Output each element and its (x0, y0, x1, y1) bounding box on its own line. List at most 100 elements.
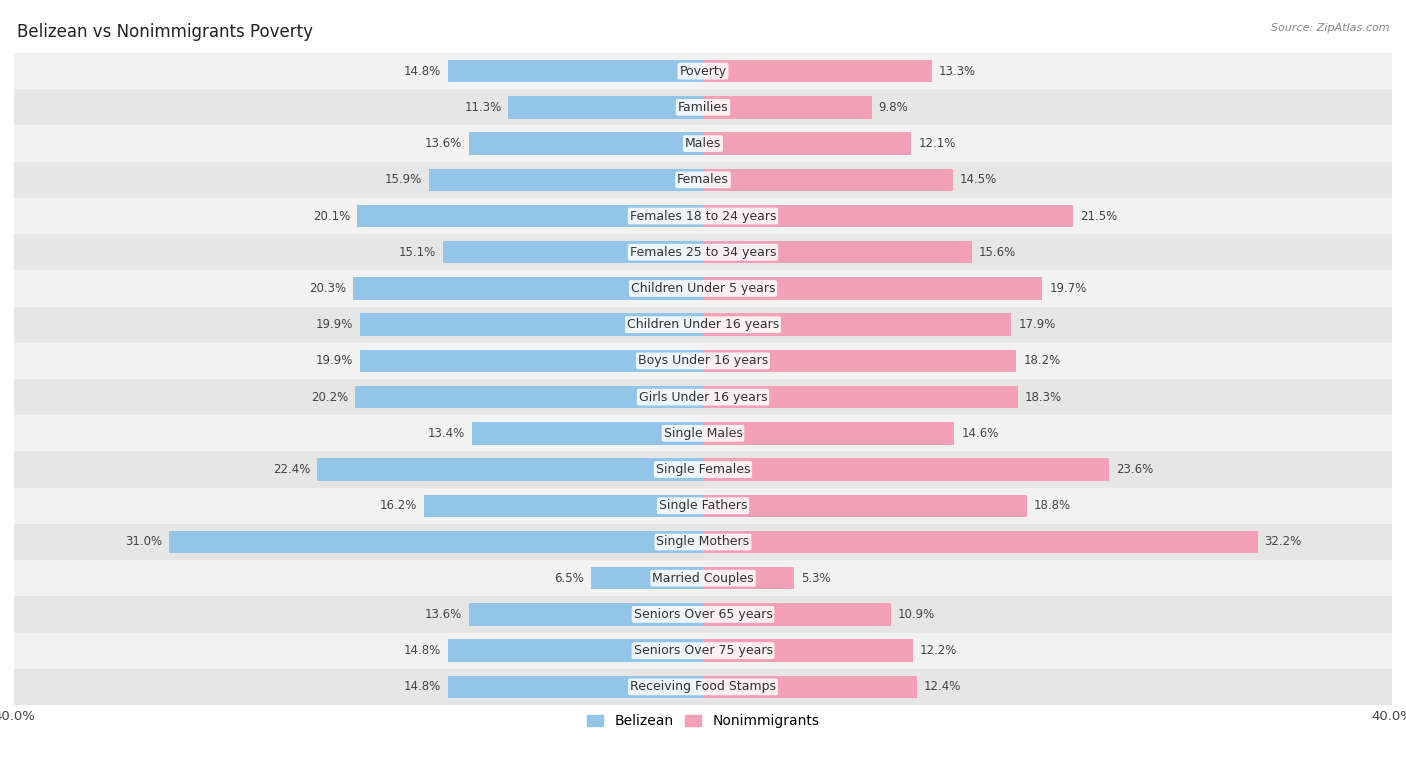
Text: Single Mothers: Single Mothers (657, 535, 749, 549)
Bar (472, 422, 703, 444)
Bar (14, 234, 1392, 271)
Text: 13.6%: 13.6% (425, 137, 461, 150)
Text: 20.3%: 20.3% (309, 282, 346, 295)
Bar (703, 422, 955, 444)
Text: 18.3%: 18.3% (1025, 390, 1062, 403)
Text: Belizean vs Nonimmigrants Poverty: Belizean vs Nonimmigrants Poverty (17, 23, 314, 41)
Bar (169, 531, 703, 553)
Text: 31.0%: 31.0% (125, 535, 162, 549)
Text: Males: Males (685, 137, 721, 150)
Text: 10.9%: 10.9% (897, 608, 935, 621)
Text: 32.2%: 32.2% (1264, 535, 1302, 549)
Legend: Belizean, Nonimmigrants: Belizean, Nonimmigrants (581, 709, 825, 734)
Text: 13.4%: 13.4% (427, 427, 465, 440)
Bar (703, 640, 912, 662)
Bar (443, 241, 703, 264)
Bar (14, 560, 1392, 597)
Text: Single Females: Single Females (655, 463, 751, 476)
Bar (14, 126, 1392, 161)
Bar (14, 415, 1392, 452)
Bar (703, 603, 891, 625)
Text: 14.5%: 14.5% (960, 174, 997, 186)
Bar (703, 386, 1018, 409)
Bar (703, 133, 911, 155)
Text: 15.6%: 15.6% (979, 246, 1015, 258)
Text: Females 18 to 24 years: Females 18 to 24 years (630, 209, 776, 223)
Text: 22.4%: 22.4% (273, 463, 311, 476)
Text: Seniors Over 75 years: Seniors Over 75 years (634, 644, 772, 657)
Text: 15.1%: 15.1% (399, 246, 436, 258)
Bar (703, 567, 794, 590)
Bar (703, 277, 1042, 299)
Bar (14, 271, 1392, 306)
Bar (703, 675, 917, 698)
Bar (14, 632, 1392, 669)
Text: 23.6%: 23.6% (1116, 463, 1153, 476)
Text: 19.9%: 19.9% (316, 318, 353, 331)
Text: 14.6%: 14.6% (962, 427, 998, 440)
Text: 20.1%: 20.1% (312, 209, 350, 223)
Text: 18.8%: 18.8% (1033, 500, 1071, 512)
Bar (14, 669, 1392, 705)
Bar (14, 379, 1392, 415)
Text: 14.8%: 14.8% (404, 644, 441, 657)
Text: Boys Under 16 years: Boys Under 16 years (638, 355, 768, 368)
Bar (703, 349, 1017, 372)
Text: Children Under 5 years: Children Under 5 years (631, 282, 775, 295)
Text: 12.4%: 12.4% (924, 681, 960, 694)
Bar (468, 133, 703, 155)
Text: 14.8%: 14.8% (404, 64, 441, 77)
Text: 5.3%: 5.3% (801, 572, 831, 584)
Bar (14, 161, 1392, 198)
Text: 19.7%: 19.7% (1049, 282, 1087, 295)
Text: Females: Females (678, 174, 728, 186)
Text: 12.1%: 12.1% (918, 137, 956, 150)
Text: 21.5%: 21.5% (1080, 209, 1118, 223)
Bar (360, 349, 703, 372)
Text: 14.8%: 14.8% (404, 681, 441, 694)
Bar (468, 603, 703, 625)
Bar (14, 524, 1392, 560)
Text: 9.8%: 9.8% (879, 101, 908, 114)
Bar (357, 205, 703, 227)
Text: Source: ZipAtlas.com: Source: ZipAtlas.com (1271, 23, 1389, 33)
Text: Single Fathers: Single Fathers (659, 500, 747, 512)
Text: Married Couples: Married Couples (652, 572, 754, 584)
Text: 11.3%: 11.3% (464, 101, 502, 114)
Bar (703, 96, 872, 118)
Bar (703, 531, 1257, 553)
Bar (425, 494, 703, 517)
Text: Children Under 16 years: Children Under 16 years (627, 318, 779, 331)
Bar (703, 459, 1109, 481)
Text: 19.9%: 19.9% (316, 355, 353, 368)
Text: 6.5%: 6.5% (554, 572, 583, 584)
Bar (14, 306, 1392, 343)
Bar (360, 314, 703, 336)
Bar (703, 205, 1073, 227)
Text: 18.2%: 18.2% (1024, 355, 1060, 368)
Bar (449, 675, 703, 698)
Text: 20.2%: 20.2% (311, 390, 349, 403)
Bar (703, 168, 953, 191)
Text: 12.2%: 12.2% (920, 644, 957, 657)
Bar (449, 60, 703, 83)
Text: Females 25 to 34 years: Females 25 to 34 years (630, 246, 776, 258)
Bar (429, 168, 703, 191)
Bar (14, 343, 1392, 379)
Bar (703, 60, 932, 83)
Text: Girls Under 16 years: Girls Under 16 years (638, 390, 768, 403)
Bar (356, 386, 703, 409)
Bar (703, 241, 972, 264)
Bar (353, 277, 703, 299)
Bar (449, 640, 703, 662)
Text: Seniors Over 65 years: Seniors Over 65 years (634, 608, 772, 621)
Bar (14, 597, 1392, 632)
Bar (14, 487, 1392, 524)
Text: 13.3%: 13.3% (939, 64, 976, 77)
Bar (14, 53, 1392, 89)
Text: 17.9%: 17.9% (1018, 318, 1056, 331)
Bar (591, 567, 703, 590)
Text: 15.9%: 15.9% (385, 174, 422, 186)
Text: Poverty: Poverty (679, 64, 727, 77)
Text: Receiving Food Stamps: Receiving Food Stamps (630, 681, 776, 694)
